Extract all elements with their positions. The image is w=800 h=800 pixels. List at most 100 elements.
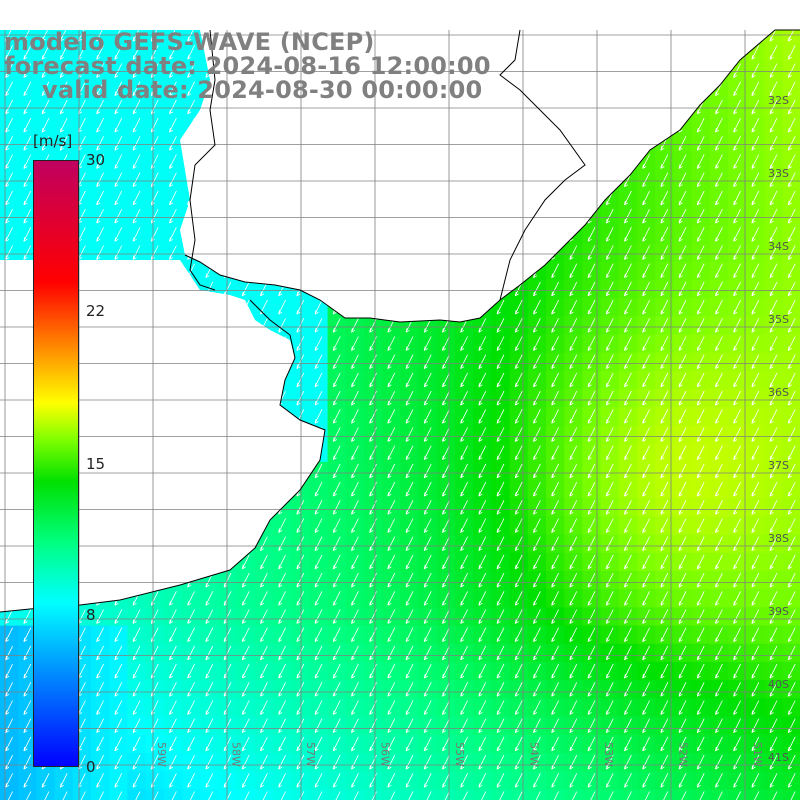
wind-arrow bbox=[769, 99, 778, 115]
wind-speed-cell bbox=[182, 789, 201, 800]
wind-speed-cell bbox=[218, 789, 238, 800]
colorbar-tick-8: 8 bbox=[86, 606, 96, 624]
longitude-label: 59W bbox=[155, 742, 168, 767]
wind-speed-cell bbox=[600, 789, 620, 800]
valid-date: valid date: 2024-08-30 00:00:00 bbox=[42, 76, 483, 104]
wind-speed-cell bbox=[436, 789, 456, 800]
wind-arrow bbox=[59, 63, 68, 78]
wind-speed-cell bbox=[637, 789, 656, 800]
wind-speed-cell bbox=[345, 789, 365, 800]
wind-speed-cell bbox=[673, 789, 693, 800]
wind-arrow bbox=[96, 117, 104, 133]
wind-arrow bbox=[41, 117, 50, 133]
wind-arrow bbox=[787, 99, 796, 115]
latitude-label: 33S bbox=[768, 167, 789, 180]
wind-speed-cell bbox=[200, 789, 219, 800]
wind-speed-cell bbox=[473, 789, 492, 800]
wind-speed-cell bbox=[254, 789, 274, 800]
longitude-label: 52W bbox=[677, 742, 690, 767]
wind-arrow bbox=[769, 117, 778, 133]
wind-speed-cell bbox=[36, 789, 56, 800]
longitude-label: 53W bbox=[602, 742, 615, 767]
wind-arrow bbox=[23, 45, 32, 60]
wind-speed-cell bbox=[564, 789, 583, 800]
longitude-label: 58W bbox=[230, 742, 243, 767]
wind-arrow bbox=[114, 99, 123, 115]
wind-arrow bbox=[23, 81, 32, 97]
wind-speed-cell bbox=[455, 789, 474, 800]
wind-speed-cell bbox=[309, 789, 329, 800]
wind-arrow bbox=[696, 117, 705, 133]
wind-speed-cell bbox=[728, 789, 747, 800]
wind-arrow bbox=[132, 63, 141, 78]
wind-arrow bbox=[715, 99, 723, 115]
wind-arrow bbox=[169, 81, 177, 97]
wind-arrow bbox=[41, 81, 50, 97]
wind-arrow bbox=[733, 81, 741, 97]
wind-arrow bbox=[5, 117, 13, 133]
wind-arrow bbox=[41, 63, 50, 78]
wind-arrow bbox=[23, 117, 32, 133]
title-block: modelo GEFS-WAVE (NCEP) forecast date: 2… bbox=[4, 30, 491, 102]
wind-speed-cell bbox=[18, 789, 37, 800]
wind-arrow bbox=[187, 99, 195, 115]
wind-speed-cell bbox=[382, 789, 401, 800]
wind-arrow bbox=[5, 81, 13, 97]
wind-arrow bbox=[751, 63, 760, 78]
wind-speed-cell bbox=[145, 789, 165, 800]
wind-arrow bbox=[187, 81, 195, 97]
wind-arrow bbox=[187, 63, 195, 78]
wind-speed-cell bbox=[400, 789, 420, 800]
latitude-label: 36S bbox=[768, 386, 789, 399]
wind-arrow bbox=[5, 136, 13, 151]
colorbar-tick-30: 30 bbox=[86, 151, 106, 169]
wind-arrow bbox=[733, 63, 741, 78]
longitude-label: 57W bbox=[304, 742, 317, 767]
wind-arrow bbox=[715, 117, 723, 133]
colorbar bbox=[33, 160, 79, 767]
longitude-label: 51W bbox=[751, 742, 764, 767]
wind-speed-cell bbox=[0, 789, 19, 800]
wind-arrow bbox=[41, 45, 50, 60]
latitude-label: 40S bbox=[768, 678, 789, 691]
latitude-label: 37S bbox=[768, 459, 789, 472]
wind-speed-cell bbox=[782, 789, 800, 800]
latitude-label: 32S bbox=[768, 94, 789, 107]
wind-arrow bbox=[5, 45, 13, 60]
longitude-label: 56W bbox=[379, 742, 392, 767]
wind-arrow bbox=[96, 99, 104, 115]
wind-arrow bbox=[132, 81, 141, 97]
wind-speed-cell bbox=[582, 789, 602, 800]
wind-speed-cell bbox=[709, 789, 729, 800]
wind-speed-cell bbox=[509, 789, 529, 800]
wind-arrow bbox=[187, 45, 195, 60]
wind-speed-cell bbox=[746, 789, 765, 800]
colorbar-tick-0: 0 bbox=[86, 758, 96, 776]
forecast-date: forecast date: 2024-08-16 12:00:00 bbox=[4, 52, 491, 80]
wind-arrow bbox=[114, 45, 123, 60]
wind-speed-cell bbox=[418, 789, 438, 800]
latitude-label: 34S bbox=[768, 240, 789, 253]
wind-arrow bbox=[59, 117, 68, 133]
wind-arrow bbox=[787, 63, 796, 78]
wind-speed-cell bbox=[655, 789, 674, 800]
wind-speed-cell bbox=[491, 789, 511, 800]
wind-arrow bbox=[59, 99, 68, 115]
wind-arrow bbox=[23, 63, 32, 78]
wind-arrow bbox=[114, 117, 123, 133]
wind-arrow bbox=[23, 136, 32, 151]
latitude-label: 39S bbox=[768, 605, 789, 618]
wind-arrow bbox=[114, 81, 123, 97]
wind-speed-cell bbox=[691, 789, 711, 800]
wind-speed-cell bbox=[236, 789, 256, 800]
wind-speed-cell bbox=[72, 789, 92, 800]
model-title: modelo GEFS-WAVE (NCEP) bbox=[4, 28, 375, 56]
latitude-label: 41S bbox=[768, 751, 789, 764]
wind-speed-cell bbox=[364, 789, 383, 800]
longitude-label: 55W bbox=[453, 742, 466, 767]
wind-arrow bbox=[114, 63, 123, 78]
wind-speed-cell bbox=[273, 789, 292, 800]
wind-arrow bbox=[751, 45, 760, 60]
wind-arrow bbox=[132, 45, 141, 60]
